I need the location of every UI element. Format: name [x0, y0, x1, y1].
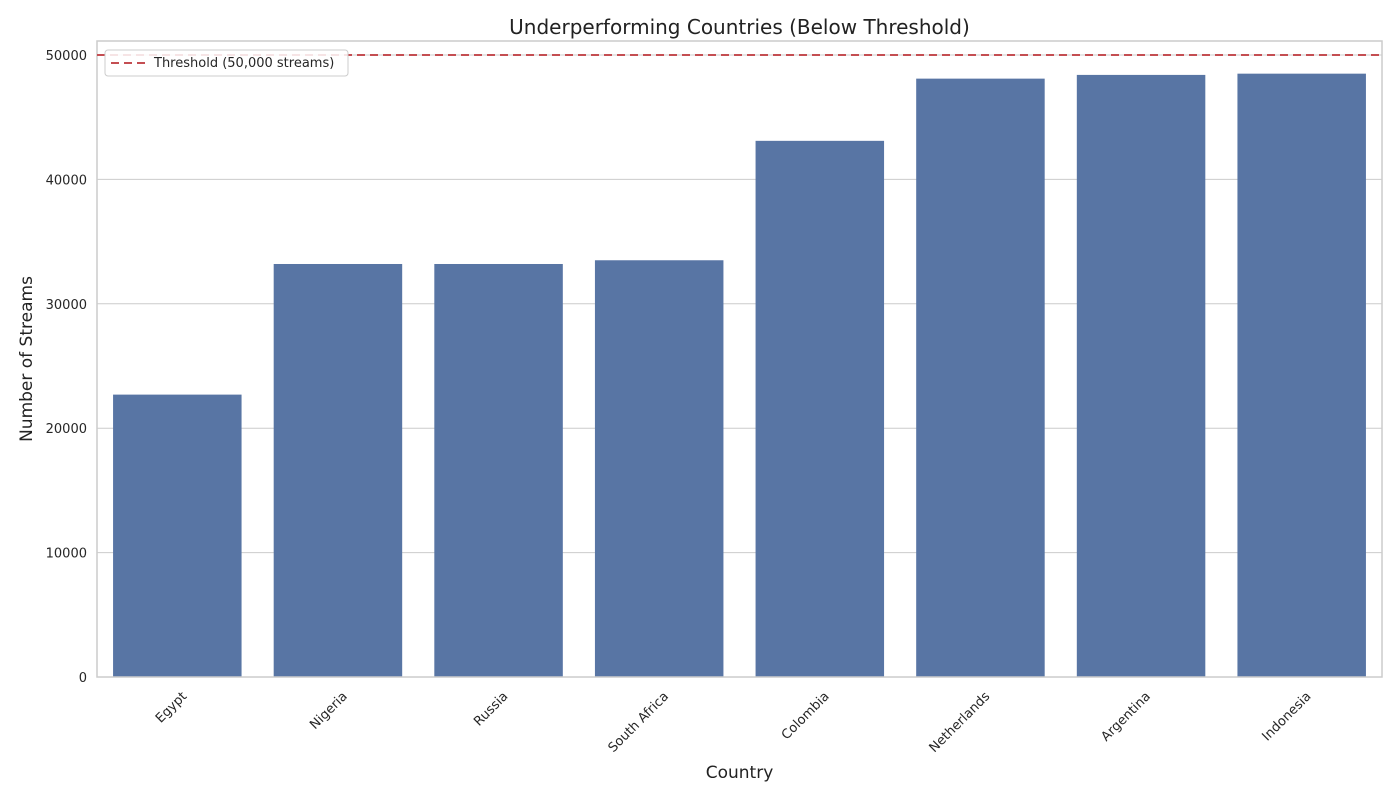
bar — [594, 260, 724, 677]
y-axis-label: Number of Streams — [17, 276, 37, 442]
bar — [1076, 74, 1206, 678]
x-tick-labels: Egypt Nigeria Russia South Africa Colombia Ne… — [153, 689, 1315, 756]
axes-frame — [96, 40, 1383, 678]
y-tick-label: 40000 — [46, 173, 87, 188]
x-tick-label: Russia — [471, 689, 511, 729]
legend: Threshold (50,000 streams) — [104, 49, 349, 77]
bar — [273, 263, 403, 677]
x-tick-label: Egypt — [153, 689, 190, 726]
bar — [916, 78, 1045, 678]
legend-threshold-label: Threshold (50,000 streams) — [153, 56, 334, 71]
bar — [434, 263, 563, 677]
y-tick-label: 30000 — [46, 298, 87, 313]
x-tick-label: Nigeria — [307, 689, 350, 732]
x-tick-label: Indonesia — [1259, 689, 1314, 744]
y-tick-label: 50000 — [46, 49, 87, 64]
bars — [113, 73, 1366, 678]
x-tick-label: Argentina — [1098, 689, 1153, 744]
x-tick-label: Colombia — [779, 689, 833, 743]
legend-box — [104, 49, 349, 77]
x-tick-label: South Africa — [606, 689, 672, 755]
bar — [113, 394, 242, 677]
y-tick-label: 20000 — [46, 422, 87, 437]
y-tick-labels: 0 10000 20000 30000 40000 50000 — [46, 49, 87, 686]
bar — [755, 140, 885, 677]
y-tick-label: 0 — [79, 671, 87, 686]
y-tick-label: 10000 — [46, 547, 87, 562]
bar — [1237, 73, 1366, 677]
chart-title: Underperforming Countries (Below Thresho… — [509, 15, 970, 39]
x-axis-label: Country — [706, 763, 774, 783]
x-tick-label: Netherlands — [927, 689, 994, 756]
